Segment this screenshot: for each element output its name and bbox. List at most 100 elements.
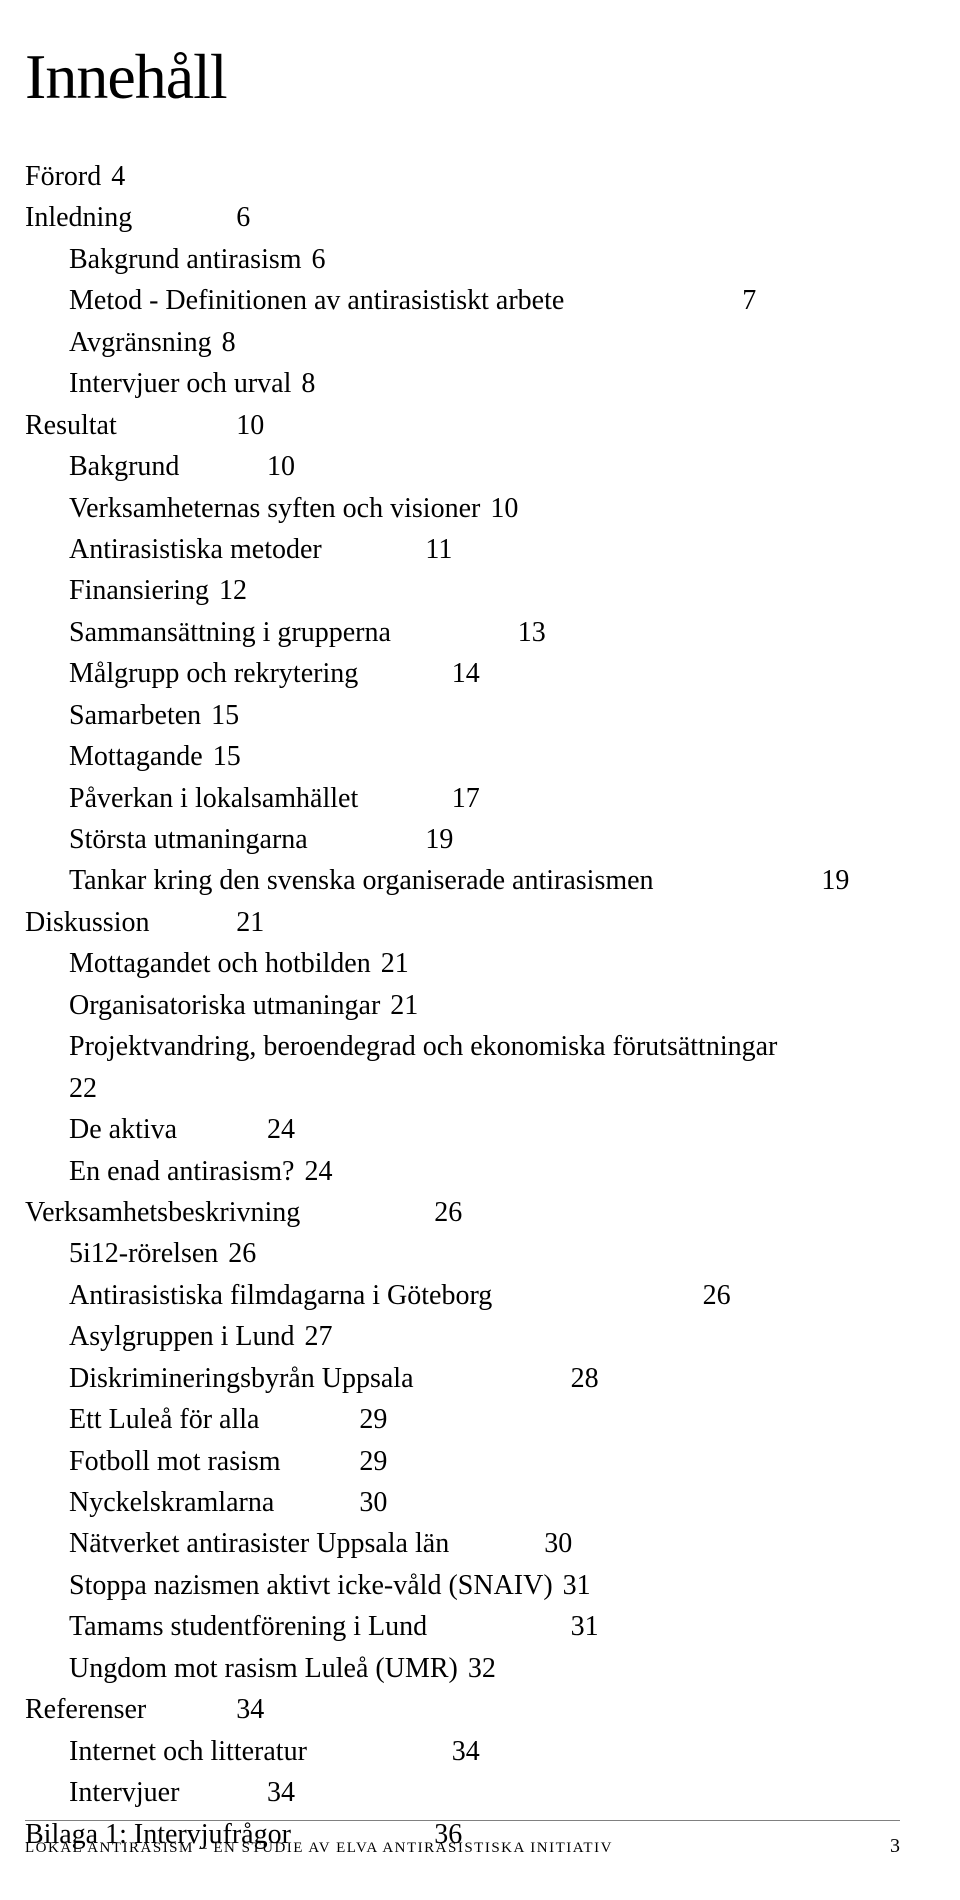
toc-label: Största utmaningarna xyxy=(69,819,425,860)
toc-row: Nätverket antirasister Uppsala län30 xyxy=(25,1523,900,1564)
toc-page: 34 xyxy=(267,1777,295,1808)
toc-row: Verksamhetsbeskrivning26 xyxy=(25,1192,900,1233)
toc-row: Asylgruppen i Lund 27 xyxy=(25,1316,900,1357)
toc-label: Målgrupp och rekrytering xyxy=(69,653,452,694)
toc-row: Metod - Definitionen av antirasistiskt a… xyxy=(25,280,900,321)
toc-row: Antirasistiska metoder11 xyxy=(25,529,900,570)
toc-page: 30 xyxy=(544,1528,572,1559)
toc-page: 26 xyxy=(703,1280,731,1311)
toc-label: Mottagandet och hotbilden xyxy=(69,943,371,984)
toc-row: Ungdom mot rasism Luleå (UMR) 32 xyxy=(25,1648,900,1689)
toc-label: Inledning xyxy=(25,197,236,238)
toc-label: Nätverket antirasister Uppsala län xyxy=(69,1523,544,1564)
toc-label: Asylgruppen i Lund xyxy=(69,1316,295,1357)
toc-label: Projektvandring, beroendegrad och ekonom… xyxy=(69,1026,927,1067)
toc-label: Internet och litteratur xyxy=(69,1731,452,1772)
toc-row: Internet och litteratur34 xyxy=(25,1731,900,1772)
toc-page: 26 xyxy=(228,1238,256,1269)
toc-label: Diskrimineringsbyrån Uppsala xyxy=(69,1358,571,1399)
toc-label: Metod - Definitionen av antirasistiskt a… xyxy=(69,280,742,321)
toc-label: Ungdom mot rasism Luleå (UMR) xyxy=(69,1648,458,1689)
toc-label: Finansiering xyxy=(69,570,209,611)
toc-page: 17 xyxy=(452,783,480,814)
page-footer: LOKAL ANTIRASISM – EN STUDIE AV ELVA ANT… xyxy=(25,1820,900,1858)
toc-row: Bakgrund10 xyxy=(25,446,900,487)
toc-row: Fotboll mot rasism29 xyxy=(25,1441,900,1482)
toc-label: Referenser xyxy=(25,1689,236,1730)
toc-label: Påverkan i lokalsamhället xyxy=(69,778,452,819)
toc-label: Verksamheternas syften och visioner xyxy=(69,488,480,529)
toc-page: 8 xyxy=(222,327,236,358)
toc-page: 7 xyxy=(742,285,756,316)
toc-page: 6 xyxy=(236,202,250,233)
toc-page: 10 xyxy=(236,410,264,441)
toc-label: Bakgrund antirasism xyxy=(69,239,302,280)
toc-page: 21 xyxy=(390,990,418,1021)
toc-page: 29 xyxy=(359,1404,387,1435)
toc-row: 5i12-rörelsen26 xyxy=(25,1233,900,1274)
toc-page: 27 xyxy=(305,1321,333,1352)
toc-page: 30 xyxy=(359,1487,387,1518)
toc-page: 21 xyxy=(236,907,264,938)
toc-row: Stoppa nazismen aktivt icke-våld (SNAIV)… xyxy=(25,1565,900,1606)
toc-page: 24 xyxy=(304,1156,332,1187)
toc-row: Målgrupp och rekrytering14 xyxy=(25,653,900,694)
toc-page: 19 xyxy=(425,824,453,855)
toc-page: 6 xyxy=(312,244,326,275)
toc-row: Största utmaningarna19 xyxy=(25,819,900,860)
toc-label: Tamams studentförening i Lund xyxy=(69,1606,571,1647)
toc-row: Nyckelskramlarna30 xyxy=(25,1482,900,1523)
toc-row: Inledning6 xyxy=(25,197,900,238)
toc-label: Antirasistiska metoder xyxy=(69,529,425,570)
toc-page: 29 xyxy=(359,1446,387,1477)
toc-page: 15 xyxy=(213,741,241,772)
toc-page: 26 xyxy=(434,1197,462,1228)
toc-page: 22 xyxy=(69,1073,97,1104)
toc-page: 34 xyxy=(452,1736,480,1767)
toc-label: Tankar kring den svenska organiserade an… xyxy=(69,860,821,901)
toc-row: De aktiva24 xyxy=(25,1109,900,1150)
toc-row: Ett Luleå för alla29 xyxy=(25,1399,900,1440)
toc-label: En enad antirasism? xyxy=(69,1151,294,1192)
toc-row: Referenser34 xyxy=(25,1689,900,1730)
toc-label: Intervjuer och urval xyxy=(69,363,291,404)
toc-row: Förord4 xyxy=(25,156,900,197)
toc-label: De aktiva xyxy=(69,1109,267,1150)
toc-row: En enad antirasism? 24 xyxy=(25,1151,900,1192)
toc-page: 31 xyxy=(563,1570,591,1601)
toc-row: Diskrimineringsbyrån Uppsala28 xyxy=(25,1358,900,1399)
toc-row: Påverkan i lokalsamhället17 xyxy=(25,778,900,819)
toc-page: 31 xyxy=(571,1611,599,1642)
toc-row: Mottagande 15 xyxy=(25,736,900,777)
toc-page: 34 xyxy=(236,1694,264,1725)
toc-row: Intervjuer34 xyxy=(25,1772,900,1813)
toc-label: Avgränsning xyxy=(69,322,212,363)
toc-label: Diskussion xyxy=(25,902,236,943)
toc-label: Resultat xyxy=(25,405,236,446)
toc-row: Tankar kring den svenska organiserade an… xyxy=(25,860,900,901)
toc-row: Samarbeten 15 xyxy=(25,695,900,736)
toc-label: Bakgrund xyxy=(69,446,267,487)
toc-page: 15 xyxy=(211,700,239,731)
toc-label: Samarbeten xyxy=(69,695,201,736)
toc-row: Tamams studentförening i Lund31 xyxy=(25,1606,900,1647)
toc-page: 8 xyxy=(301,368,315,399)
toc-label: Stoppa nazismen aktivt icke-våld (SNAIV) xyxy=(69,1565,553,1606)
toc-page: 10 xyxy=(267,451,295,482)
toc-row: Intervjuer och urval 8 xyxy=(25,363,900,404)
toc-row: Bakgrund antirasism 6 xyxy=(25,239,900,280)
toc-row: Projektvandring, beroendegrad och ekonom… xyxy=(25,1026,900,1109)
footer-page-number: 3 xyxy=(890,1835,900,1858)
toc-page: 4 xyxy=(111,161,125,192)
toc-label: Sammansättning i grupperna xyxy=(69,612,518,653)
page-title: Innehåll xyxy=(25,40,900,114)
toc-label: Organisatoriska utmaningar xyxy=(69,985,380,1026)
toc-label: Mottagande xyxy=(69,736,203,777)
toc-row: Avgränsning 8 xyxy=(25,322,900,363)
toc-label: Fotboll mot rasism xyxy=(69,1441,359,1482)
toc-label: Ett Luleå för alla xyxy=(69,1399,359,1440)
table-of-contents: Förord4Inledning6Bakgrund antirasism6Met… xyxy=(25,156,900,1855)
toc-page: 11 xyxy=(425,534,452,565)
toc-page: 32 xyxy=(468,1653,496,1684)
toc-row: Organisatoriska utmaningar 21 xyxy=(25,985,900,1026)
